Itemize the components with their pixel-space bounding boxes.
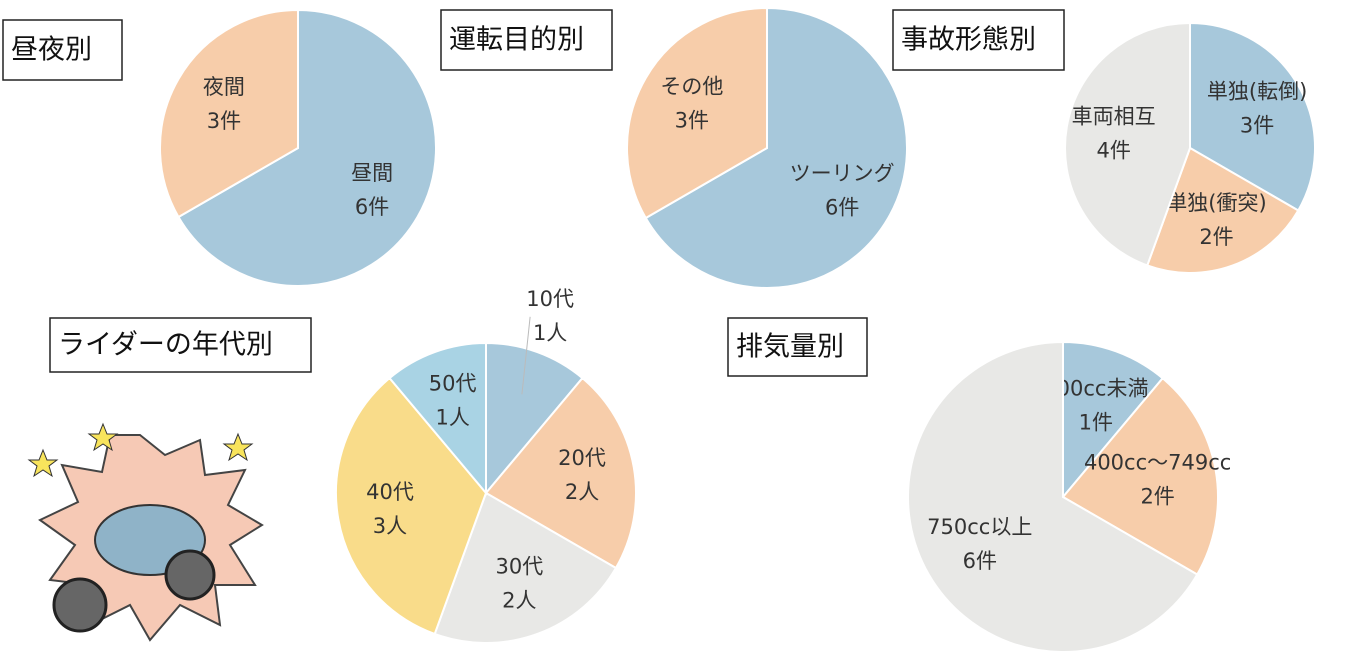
slice-label: 単独(転倒) xyxy=(1207,79,1307,103)
slice-value-label: 3件 xyxy=(675,109,709,133)
slice-label: 50代 xyxy=(429,371,477,395)
slice-label: 10代 xyxy=(526,287,574,311)
wheel xyxy=(166,551,214,599)
chart-title: 事故形態別 xyxy=(901,25,1036,56)
chart-title: 運転目的別 xyxy=(449,25,584,56)
slice-label: 400cc～749cc xyxy=(1084,450,1231,474)
slice-value-label: 6件 xyxy=(963,549,997,573)
chart-title: ライダーの年代別 xyxy=(58,330,273,361)
slice-label: 20代 xyxy=(558,446,606,470)
slice-label: 750cc以上 xyxy=(927,515,1032,539)
slice-value-label: 2件 xyxy=(1199,225,1233,249)
star xyxy=(224,434,252,460)
chart-title: 昼夜別 xyxy=(11,35,92,66)
slice-label: 30代 xyxy=(495,555,543,579)
slice-label: ツーリング xyxy=(790,161,895,185)
slice-value-label: 3件 xyxy=(207,109,241,133)
rider-illustration xyxy=(29,424,262,640)
slice-label: 単独(衝突) xyxy=(1166,191,1266,215)
chart-sheet: 昼夜別昼間 6件 夜間 3件 運転目的別ツーリング 6件 その他 3件 事故形態別単独(転倒) 3… xyxy=(0,0,1353,652)
slice-label: その他 xyxy=(660,75,723,99)
wheel xyxy=(54,579,106,631)
slice-value-label: 1人 xyxy=(533,321,567,345)
slice-value-label: 6件 xyxy=(355,195,389,219)
slice-value-label: 1人 xyxy=(435,405,469,429)
slice-value-label: 2人 xyxy=(565,480,599,504)
star xyxy=(29,450,57,476)
slice-value-label: 3人 xyxy=(373,514,407,538)
slice-value-label: 1件 xyxy=(1079,411,1113,435)
page: {"chart_data": [ {"type": "pie", "title"… xyxy=(0,0,1353,652)
slice-label: 40代 xyxy=(366,480,414,504)
chart-title: 排気量別 xyxy=(736,332,844,363)
slice-value-label: 4件 xyxy=(1096,139,1130,163)
slice-value-label: 6件 xyxy=(825,195,859,219)
slice-label: 夜間 xyxy=(203,75,245,99)
slice-label: 昼間 xyxy=(351,161,393,185)
slice-label: 車両相互 xyxy=(1072,105,1156,129)
slice-value-label: 2人 xyxy=(502,589,536,613)
slice-value-label: 2件 xyxy=(1140,484,1174,508)
slice-value-label: 3件 xyxy=(1240,113,1274,137)
